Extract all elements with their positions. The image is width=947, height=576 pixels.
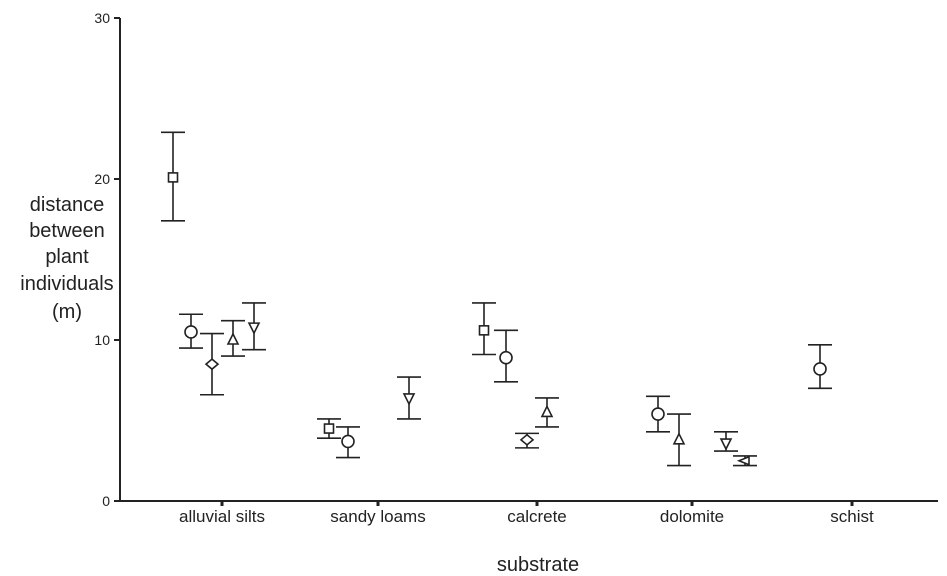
y-tick-label: 30 — [94, 10, 110, 26]
data-point-circle — [184, 325, 198, 339]
data-point-triangle-up — [672, 432, 686, 445]
data-point-circle — [813, 362, 827, 376]
x-tick-label: sandy loams — [330, 507, 425, 526]
y-axis-label-line: (m) — [52, 301, 82, 323]
y-tick-label: 0 — [102, 493, 110, 509]
data-point-square — [323, 423, 335, 434]
data-point-diamond — [519, 433, 535, 446]
y-tick-label: 10 — [94, 332, 110, 348]
series-triangle-up — [221, 319, 691, 467]
y-tick-label: 20 — [94, 171, 110, 187]
y-axis-label-line: plant — [45, 246, 89, 268]
data-point-circle — [341, 434, 355, 449]
x-axis-label: substrate — [497, 554, 579, 576]
series-triangle-down — [242, 302, 738, 452]
data-point-triangle-up — [540, 404, 554, 418]
x-tick-label: alluvial silts — [179, 507, 265, 526]
series-circle — [179, 313, 832, 459]
y-axis-label-line: individuals — [20, 273, 113, 295]
y-ticks: 0 10 20 30 — [94, 10, 120, 509]
series-triangle-left — [733, 455, 757, 467]
x-tick-label: schist — [830, 507, 874, 526]
data-marks — [161, 131, 832, 467]
data-point-diamond — [204, 358, 220, 371]
x-tick-label: calcrete — [507, 507, 567, 526]
x-tick-label: dolomite — [660, 507, 724, 526]
y-axis-label-line: distance — [30, 194, 105, 216]
data-point-circle — [651, 407, 665, 421]
x-ticks: alluvial silts sandy loams calcrete dolomit… — [179, 500, 874, 526]
series-diamond — [200, 332, 539, 449]
data-point-square — [167, 172, 179, 183]
data-point-triangle-up — [226, 332, 240, 345]
data-point-triangle-down — [719, 438, 733, 451]
data-point-square — [478, 325, 490, 336]
data-point-triangle-down — [402, 393, 416, 406]
data-point-triangle-down — [247, 322, 261, 335]
y-axis-label: distance between plant individuals (m) — [20, 194, 113, 323]
data-point-triangle-left — [736, 455, 750, 466]
axes — [118, 18, 938, 502]
series-square — [161, 131, 496, 440]
y-axis-label-line: between — [29, 220, 105, 242]
data-point-circle — [499, 350, 513, 365]
